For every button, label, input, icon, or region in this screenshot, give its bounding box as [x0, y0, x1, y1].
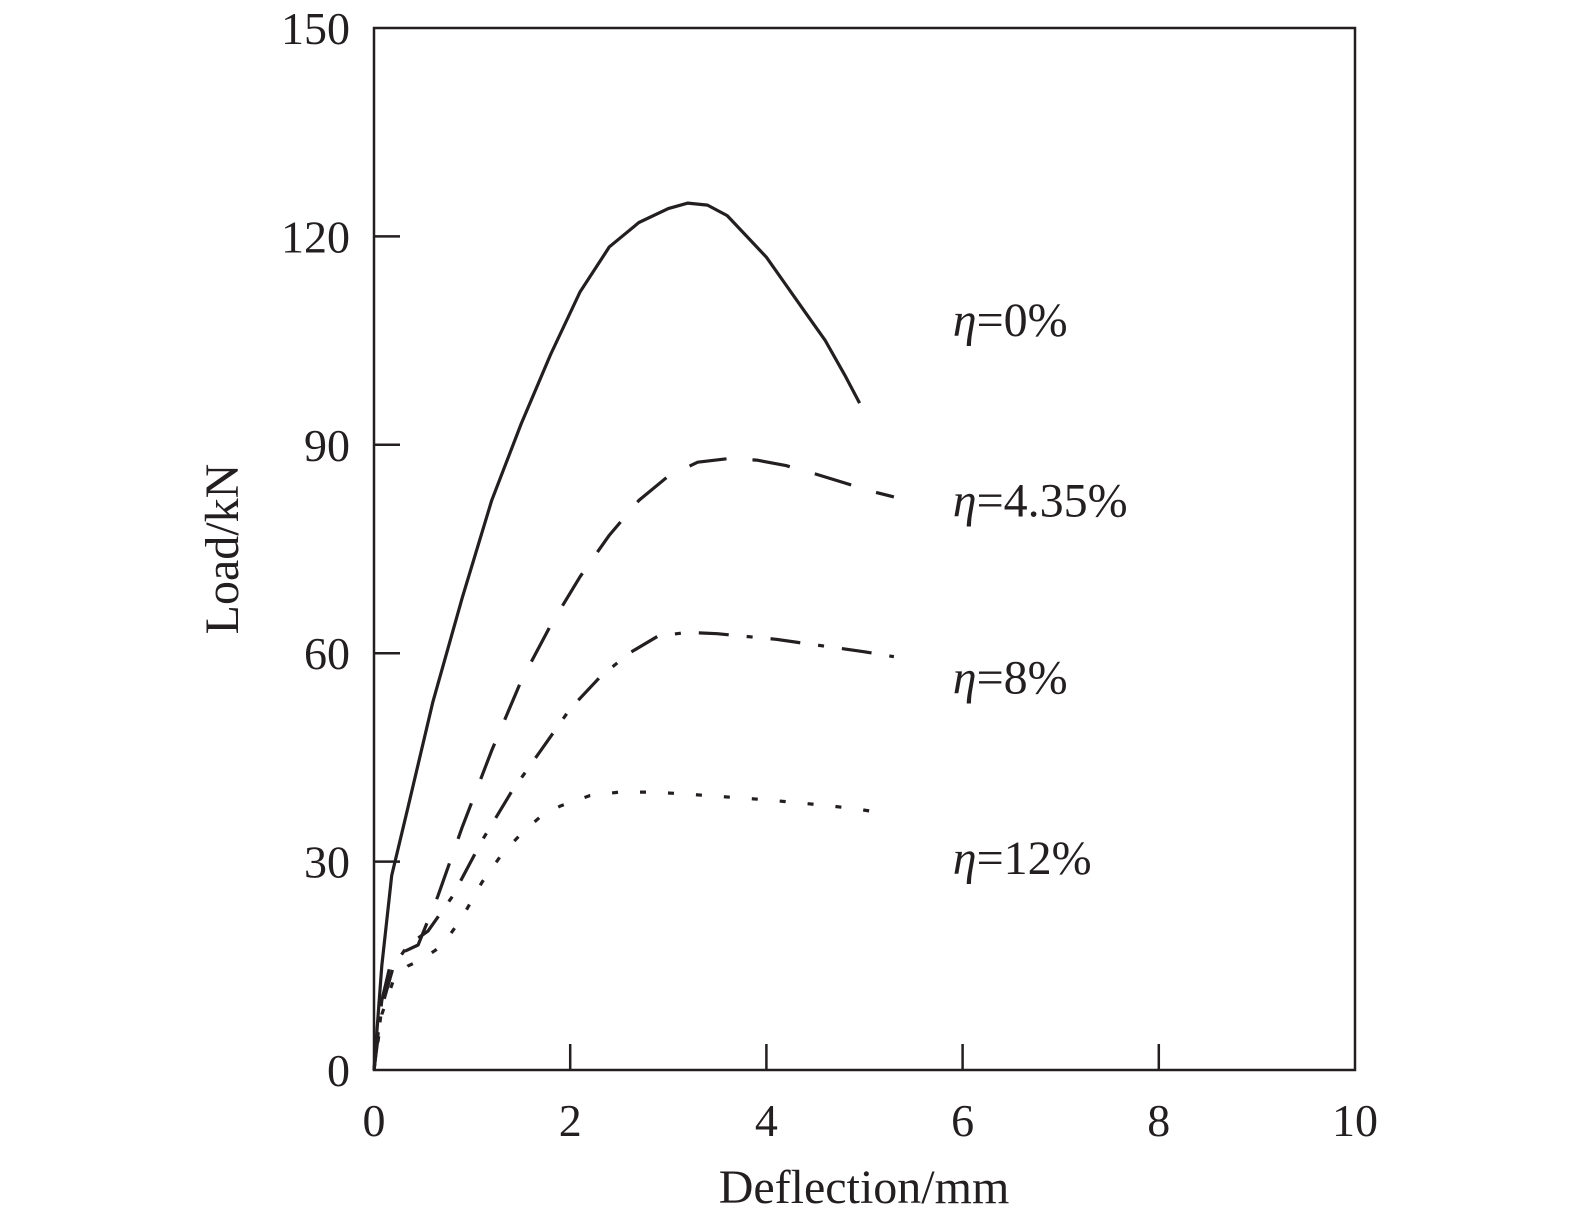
series-line-3 [372, 630, 895, 1071]
series-lines [372, 201, 895, 1071]
x-axis-ticks: 0 2 4 6 8 10 [363, 1044, 1378, 1146]
y-tick-label: 150 [281, 3, 350, 54]
series-label-3: η=8% [953, 652, 1068, 705]
series-line-2 [372, 457, 895, 1071]
y-tick-label: 0 [327, 1045, 350, 1096]
series-label-value: =4.35% [977, 474, 1128, 527]
x-tick-label: 10 [1332, 1095, 1378, 1146]
series-label-symbol: η [953, 294, 977, 347]
plot-frame [372, 26, 1357, 1072]
x-tick-label: 2 [559, 1095, 582, 1146]
y-tick-label: 90 [304, 420, 350, 471]
series-label-symbol: η [953, 652, 977, 705]
series-label-value: =8% [977, 652, 1068, 705]
y-tick-label: 30 [304, 837, 350, 888]
series-label-symbol: η [953, 474, 977, 527]
x-tick-label: 0 [363, 1095, 386, 1146]
y-axis-label: Load/kN [196, 464, 249, 635]
series-label-symbol: η [953, 832, 977, 885]
x-tick-label: 6 [951, 1095, 974, 1146]
series-line-4 [372, 790, 885, 1071]
series-label-value: =12% [977, 832, 1092, 885]
x-tick-label: 4 [755, 1095, 778, 1146]
x-tick-label: 8 [1147, 1095, 1170, 1146]
series-line-1 [372, 201, 862, 1071]
y-axis-ticks: 0 30 60 90 120 150 [281, 3, 400, 1096]
y-tick-label: 60 [304, 628, 350, 679]
series-label-value: =0% [977, 294, 1068, 347]
series-label-4: η=12% [953, 832, 1092, 885]
x-axis-label: Deflection/mm [719, 1161, 1010, 1214]
y-tick-label: 120 [281, 211, 350, 262]
series-label-2: η=4.35% [953, 474, 1128, 527]
series-labels: η=0%η=4.35%η=8%η=12% [953, 294, 1128, 885]
series-label-1: η=0% [953, 294, 1068, 347]
